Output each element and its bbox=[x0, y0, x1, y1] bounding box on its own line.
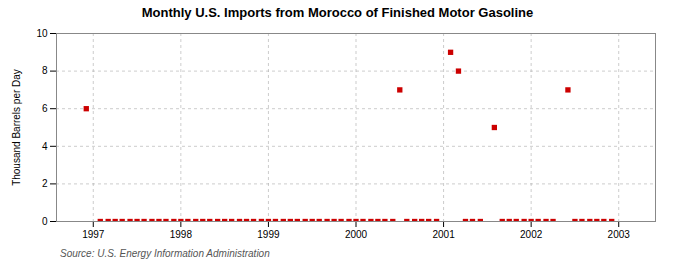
svg-text:1998: 1998 bbox=[170, 229, 193, 240]
svg-text:8: 8 bbox=[42, 65, 48, 76]
svg-text:Thousand Barrels per Day: Thousand Barrels per Day bbox=[11, 69, 22, 186]
svg-text:1997: 1997 bbox=[82, 229, 105, 240]
svg-text:0: 0 bbox=[42, 216, 48, 227]
svg-text:2002: 2002 bbox=[520, 229, 543, 240]
html-text:Source: U.S. Energy Informatio: Source: U.S. Energy Information Administ… bbox=[60, 248, 270, 259]
svg-text:2000: 2000 bbox=[345, 229, 368, 240]
html-text:Monthly U.S. Imports from Moro: Monthly U.S. Imports from Morocco of Fin… bbox=[141, 5, 534, 20]
svg-text:10: 10 bbox=[36, 28, 48, 39]
svg-text:6: 6 bbox=[42, 103, 48, 114]
svg-text:4: 4 bbox=[42, 141, 48, 152]
svg-text:2: 2 bbox=[42, 178, 48, 189]
svg-text:2001: 2001 bbox=[432, 229, 455, 240]
svg-text:2003: 2003 bbox=[608, 229, 631, 240]
svg-text:1999: 1999 bbox=[257, 229, 280, 240]
